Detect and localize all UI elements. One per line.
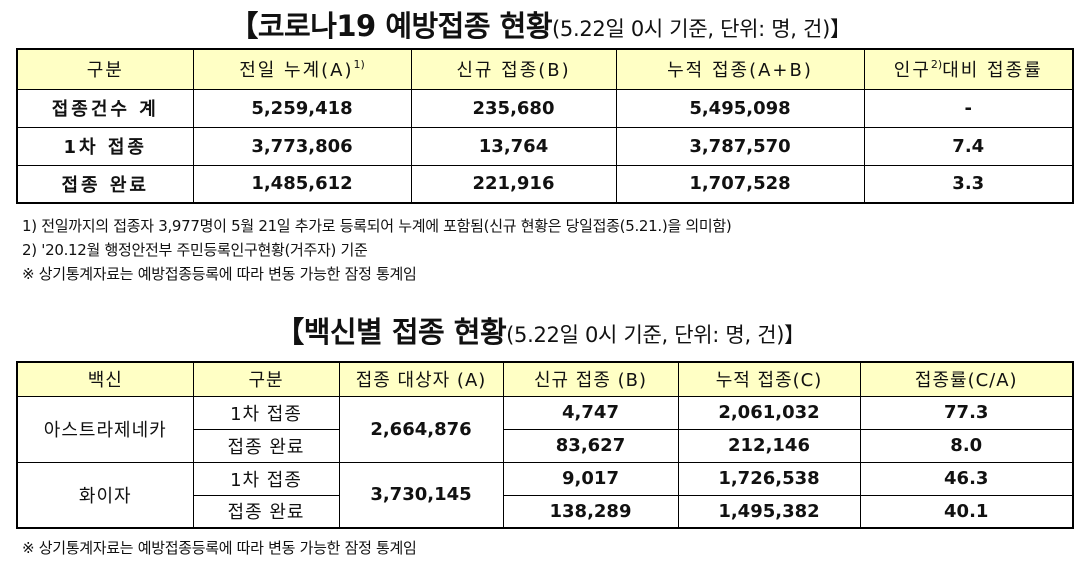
header-vaccine: 백신	[16, 361, 194, 397]
vaccine-name: 아스트라제네카	[16, 395, 194, 463]
cumulative-value: 2,061,032	[677, 395, 861, 430]
vaccine-name: 화이자	[16, 461, 194, 529]
new-value: 138,289	[502, 494, 679, 529]
title-subtitle: (5.22일 0시 기준, 단위: 명, 건)】	[506, 323, 805, 347]
target-value: 3,730,145	[338, 461, 504, 529]
rate-value: 7.4	[863, 126, 1074, 166]
header-cumulative: 누적 접종(A+B)	[615, 48, 865, 90]
table-header-row: 구분 전일 누계(A)1) 신규 접종(B) 누적 접종(A+B) 인구2)대비…	[16, 48, 1074, 90]
rate-value: 46.3	[859, 461, 1074, 496]
new-value: 13,764	[410, 126, 617, 166]
title-main: 【백신별 접종 현황	[275, 315, 507, 349]
cumulative-value: 212,146	[677, 428, 861, 463]
table-row: 아스트라제네카 1차 접종 2,664,876 4,747 2,061,032 …	[16, 395, 1074, 463]
title-subtitle: (5.22일 0시 기준, 단위: 명, 건)】	[552, 17, 851, 41]
cumulative-value: 5,495,098	[615, 88, 865, 128]
table-row: 화이자 1차 접종 3,730,145 9,017 1,726,538 46.3	[16, 461, 1074, 529]
table-header-row: 백신 구분 접종 대상자 (A) 신규 접종 (B) 누적 접종(C) 접종률(…	[16, 361, 1074, 397]
cumulative-value: 1,495,382	[677, 494, 861, 529]
vaccine-status-title: 【백신별 접종 현황(5.22일 0시 기준, 단위: 명, 건)】	[0, 309, 1080, 351]
prev-total-value: 1,485,612	[192, 164, 412, 204]
row-label: 접종 완료	[16, 164, 194, 204]
header-category: 구분	[192, 361, 340, 397]
footnotes: ※ 상기통계자료는 예방접종등록에 따라 변동 가능한 잠정 통계임	[22, 536, 417, 560]
header-rate-population: 인구	[893, 60, 931, 82]
footnote-2: 2) '20.12월 행정안전부 주민등록인구현황(거주자) 기준	[22, 241, 368, 259]
table-row: 접종 완료 1,485,612 221,916 1,707,528 3.3	[16, 164, 1074, 204]
rate-value: 3.3	[863, 164, 1074, 204]
dose-category: 접종 완료	[192, 428, 340, 463]
rate-value: 8.0	[859, 428, 1074, 463]
new-value: 4,747	[502, 395, 679, 430]
header-new: 신규 접종(B)	[410, 48, 617, 90]
header-rate: 접종률(C/A)	[859, 361, 1074, 397]
header-target: 접종 대상자 (A)	[338, 361, 504, 397]
header-cumulative: 누적 접종(C)	[677, 361, 861, 397]
target-value: 2,664,876	[338, 395, 504, 463]
new-value: 235,680	[410, 88, 617, 128]
prev-total-value: 5,259,418	[192, 88, 412, 128]
footnotes: 1) 전일까지의 접종자 3,977명이 5월 21일 추가로 등록되어 누계에…	[22, 214, 732, 286]
new-value: 83,627	[502, 428, 679, 463]
vaccination-status-title: 【코로나19 예방접종 현황(5.22일 0시 기준, 단위: 명, 건)】	[0, 3, 1080, 45]
header-new: 신규 접종 (B)	[502, 361, 679, 397]
dose-category: 1차 접종	[192, 395, 340, 430]
provisional-note: ※ 상기통계자료는 예방접종등록에 따라 변동 가능한 잠정 통계임	[22, 265, 417, 283]
footnote-1: 1) 전일까지의 접종자 3,977명이 5월 21일 추가로 등록되어 누계에…	[22, 217, 732, 235]
rate-value: 77.3	[859, 395, 1074, 430]
footnote-ref-2: 2)	[930, 58, 943, 72]
table-row: 접종 완료 83,627 212,146 8.0	[17, 428, 1074, 463]
vaccine-status-table: 백신 구분 접종 대상자 (A) 신규 접종 (B) 누적 접종(C) 접종률(…	[16, 361, 1074, 529]
dose-category: 1차 접종	[192, 461, 340, 496]
new-value: 221,916	[410, 164, 617, 204]
rate-value: 40.1	[859, 494, 1074, 529]
header-rate-label: 대비 접종률	[942, 60, 1043, 82]
cumulative-value: 3,787,570	[615, 126, 865, 166]
rate-value: -	[863, 88, 1074, 128]
provisional-note: ※ 상기통계자료는 예방접종등록에 따라 변동 가능한 잠정 통계임	[22, 539, 417, 557]
footnote-ref-1: 1)	[353, 58, 365, 72]
dose-category: 접종 완료	[192, 494, 340, 529]
header-prev-total-label: 전일 누계(A)	[239, 60, 354, 82]
table-row: 접종건수 계 5,259,418 235,680 5,495,098 -	[16, 88, 1074, 128]
row-label: 1차 접종	[16, 126, 194, 166]
cumulative-value: 1,707,528	[615, 164, 865, 204]
new-value: 9,017	[502, 461, 679, 496]
title-main: 【코로나19 예방접종 현황	[229, 9, 552, 43]
prev-total-value: 3,773,806	[192, 126, 412, 166]
table-row: 접종 완료 138,289 1,495,382 40.1	[17, 494, 1074, 529]
vaccination-status-table: 구분 전일 누계(A)1) 신규 접종(B) 누적 접종(A+B) 인구2)대비…	[16, 48, 1074, 204]
header-rate: 인구2)대비 접종률	[863, 48, 1074, 90]
header-prev-total: 전일 누계(A)1)	[192, 48, 412, 90]
header-category: 구분	[16, 48, 194, 90]
row-label: 접종건수 계	[16, 88, 194, 128]
cumulative-value: 1,726,538	[677, 461, 861, 496]
table-row: 1차 접종 3,773,806 13,764 3,787,570 7.4	[16, 126, 1074, 166]
